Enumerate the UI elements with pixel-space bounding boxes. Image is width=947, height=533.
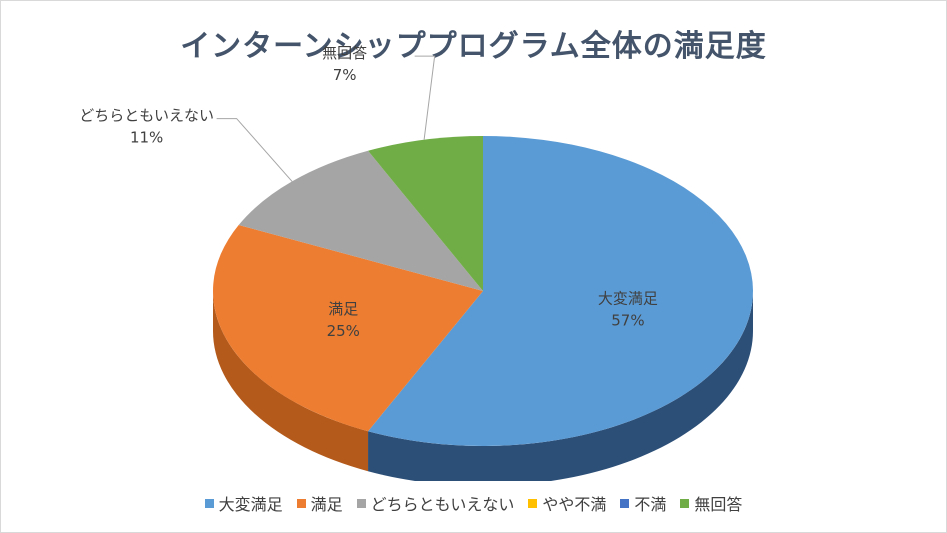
legend-label: どちらともいえない bbox=[370, 495, 515, 514]
legend-label: 不満 bbox=[634, 495, 667, 514]
pie-sides bbox=[213, 291, 753, 481]
legend-item-やや不満: やや不満 bbox=[528, 491, 606, 515]
data-label-category: 大変満足 bbox=[598, 290, 658, 308]
legend-item-どちらともいえない: どちらともいえない bbox=[356, 491, 515, 515]
pie-slice-大変満足 bbox=[368, 136, 753, 446]
leader-line-どちらともいえない bbox=[216, 118, 293, 182]
leader-lines bbox=[216, 55, 436, 182]
legend-item-満足: 満足 bbox=[296, 491, 343, 515]
pie-tops bbox=[212, 136, 753, 446]
pie-chart: 大変満足 57% 満足 25% どちらともいえない 11% 無回答 7% bbox=[79, 44, 753, 481]
legend-swatch bbox=[356, 498, 366, 508]
legend: 大変満足 満足 どちらともいえない やや不満 不満 無回答 bbox=[1, 491, 946, 515]
data-labels: 大変満足 57% 満足 25% どちらともいえない 11% 無回答 7% bbox=[79, 44, 658, 340]
data-label-category: 無回答 bbox=[322, 44, 367, 62]
legend-swatch bbox=[296, 498, 306, 508]
legend-item-無回答: 無回答 bbox=[680, 491, 742, 515]
legend-label: やや不満 bbox=[542, 495, 607, 514]
pie-slice-どちらともいえない bbox=[238, 150, 483, 291]
data-label-value: 11% bbox=[130, 129, 163, 147]
pie-side-大変満足 bbox=[368, 291, 753, 481]
chart-title: インターンシッププログラム全体の満足度 bbox=[180, 29, 767, 64]
data-label-value: 57% bbox=[611, 312, 644, 330]
legend-label: 無回答 bbox=[694, 495, 743, 514]
leader-line-無回答 bbox=[414, 55, 436, 140]
data-label-value: 7% bbox=[333, 66, 357, 84]
legend-item-大変満足: 大変満足 bbox=[204, 491, 283, 515]
pie-slice-無回答 bbox=[368, 136, 483, 291]
data-label-value: 25% bbox=[327, 322, 360, 340]
legend-swatch bbox=[528, 498, 538, 508]
legend-label: 大変満足 bbox=[218, 495, 283, 514]
legend-item-不満: 不満 bbox=[620, 491, 666, 515]
legend-swatch bbox=[204, 498, 214, 508]
legend-label: 満足 bbox=[310, 495, 343, 514]
data-label-category: 満足 bbox=[328, 300, 358, 318]
legend-swatch bbox=[680, 498, 690, 508]
data-label-category: どちらともいえない bbox=[79, 107, 214, 125]
pie-side-満足 bbox=[213, 291, 369, 472]
legend-swatch bbox=[620, 498, 630, 508]
pie-slice-満足 bbox=[212, 225, 483, 432]
